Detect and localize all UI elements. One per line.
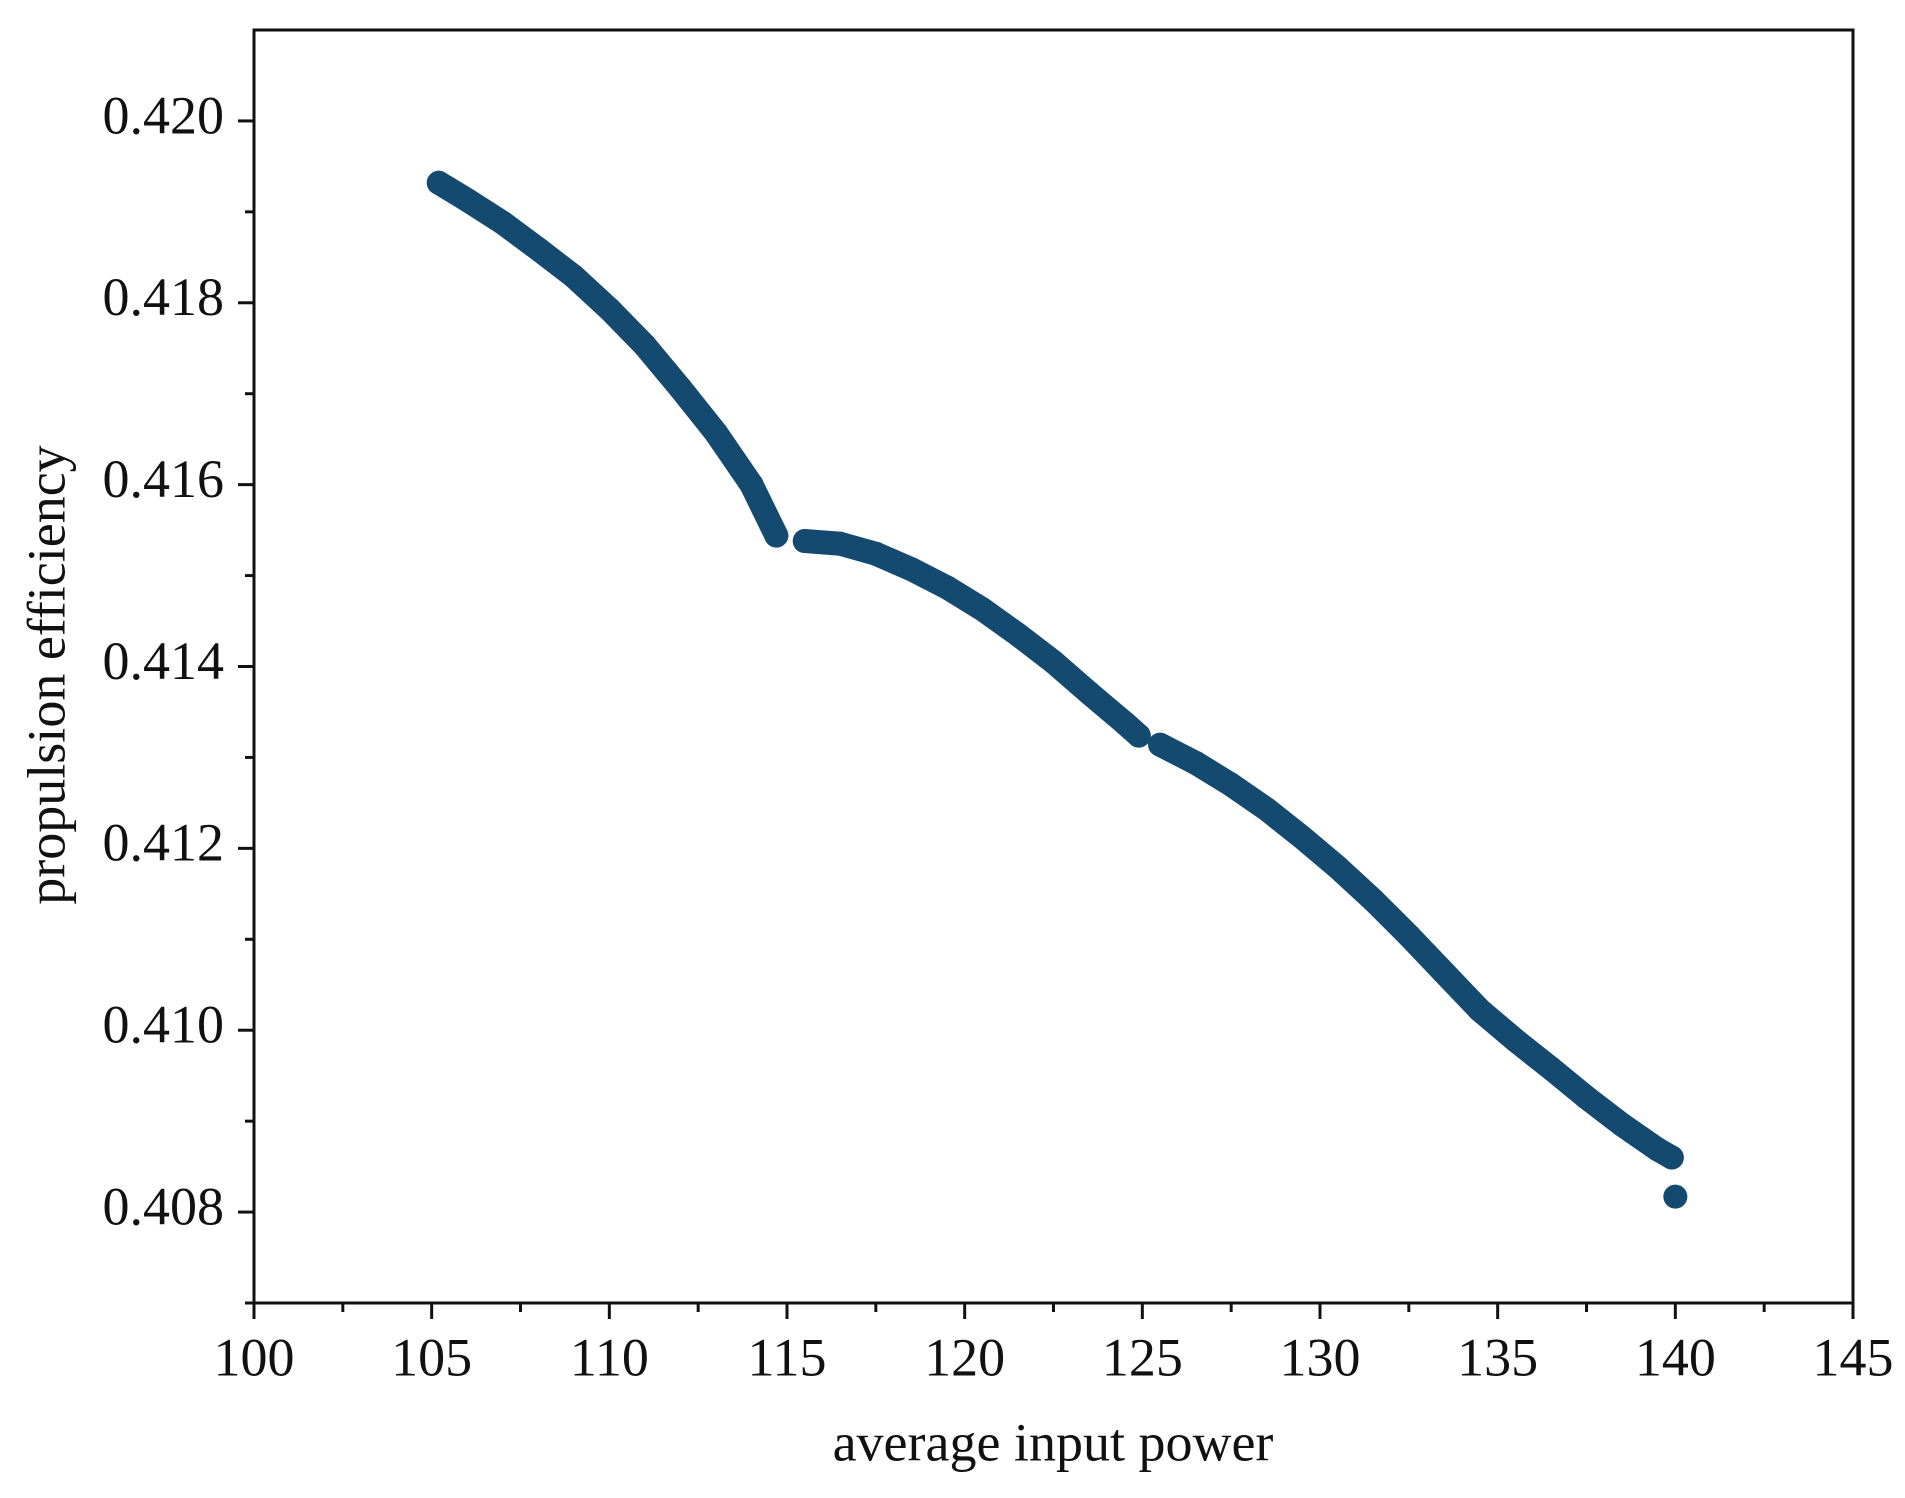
x-tick-label: 120 xyxy=(924,1327,1005,1387)
point xyxy=(828,531,853,556)
point xyxy=(764,523,789,548)
x-tick-label: 130 xyxy=(1280,1327,1361,1387)
point xyxy=(739,472,764,497)
point xyxy=(1467,998,1492,1023)
point xyxy=(455,188,480,213)
curve-band xyxy=(426,170,789,548)
point xyxy=(934,575,959,600)
point xyxy=(1503,1028,1528,1053)
x-tick-label: 105 xyxy=(391,1327,472,1387)
point xyxy=(1538,1056,1563,1081)
point xyxy=(597,297,622,322)
point xyxy=(1396,923,1421,948)
y-axis-label: propulsion efficiency xyxy=(16,445,76,904)
point xyxy=(1041,649,1066,674)
point xyxy=(792,529,817,554)
y-tick-label: 0.414 xyxy=(103,631,225,691)
point xyxy=(899,557,924,582)
y-tick-label: 0.412 xyxy=(103,813,225,873)
point xyxy=(1148,732,1173,757)
point xyxy=(1325,855,1350,880)
point xyxy=(1610,1112,1635,1137)
x-tick-label: 115 xyxy=(748,1327,827,1387)
point xyxy=(703,420,728,445)
point xyxy=(1659,1145,1684,1170)
x-tick-label: 100 xyxy=(214,1327,295,1387)
y-tick-label: 0.416 xyxy=(103,449,225,509)
point xyxy=(1183,750,1208,775)
point xyxy=(1361,888,1386,913)
point xyxy=(1290,825,1315,850)
point xyxy=(1219,772,1244,797)
point xyxy=(1126,723,1151,748)
x-axis-label: average input power xyxy=(833,1412,1274,1472)
curve-band xyxy=(1148,732,1684,1170)
x-tick-label: 125 xyxy=(1102,1327,1183,1387)
y-tick-label: 0.408 xyxy=(103,1176,225,1236)
point xyxy=(1663,1184,1688,1209)
point xyxy=(1254,797,1279,822)
x-tick-label: 110 xyxy=(570,1327,649,1387)
point xyxy=(970,597,995,622)
x-tick-label: 145 xyxy=(1813,1327,1894,1387)
curve-band xyxy=(792,529,1151,748)
point xyxy=(632,333,657,358)
point xyxy=(668,376,693,401)
point xyxy=(1574,1085,1599,1110)
y-tick-label: 0.410 xyxy=(103,995,225,1055)
y-tick-label: 0.420 xyxy=(103,85,225,145)
point xyxy=(1005,622,1030,647)
point xyxy=(526,237,551,262)
x-tick-label: 140 xyxy=(1635,1327,1716,1387)
point xyxy=(1077,680,1102,705)
point xyxy=(426,170,451,195)
point xyxy=(1432,960,1457,985)
point xyxy=(863,541,888,566)
y-tick-label: 0.418 xyxy=(103,267,225,327)
point xyxy=(561,264,586,289)
x-tick-label: 135 xyxy=(1457,1327,1538,1387)
point xyxy=(490,210,515,235)
